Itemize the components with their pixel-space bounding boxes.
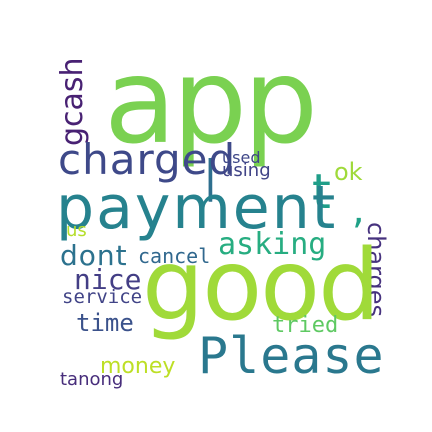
word-good: good	[142, 229, 380, 343]
word-asking: asking	[218, 227, 327, 262]
word-t: t	[312, 164, 331, 220]
word-dont: dont	[60, 239, 128, 272]
word-time: time	[76, 309, 134, 337]
word-nice: nice	[74, 263, 142, 296]
word-service: service	[62, 286, 143, 308]
word-comma: ,	[352, 187, 365, 233]
word-ok: ok	[334, 158, 363, 186]
word-please: Please	[198, 327, 385, 385]
word-money: money	[100, 354, 176, 379]
word-cancel: cancel	[138, 244, 211, 268]
word-charged: charged	[58, 135, 237, 184]
word-tried: tried	[272, 313, 339, 338]
word-app: app	[104, 32, 318, 170]
word-pipe: |	[203, 151, 218, 202]
word-us: us	[66, 220, 87, 241]
word-using: using	[222, 160, 271, 181]
word-tanong: tanong	[60, 369, 124, 390]
word-payment: payment	[56, 173, 338, 243]
word-gcash: gcash	[55, 57, 90, 146]
word-used: used	[222, 148, 261, 167]
